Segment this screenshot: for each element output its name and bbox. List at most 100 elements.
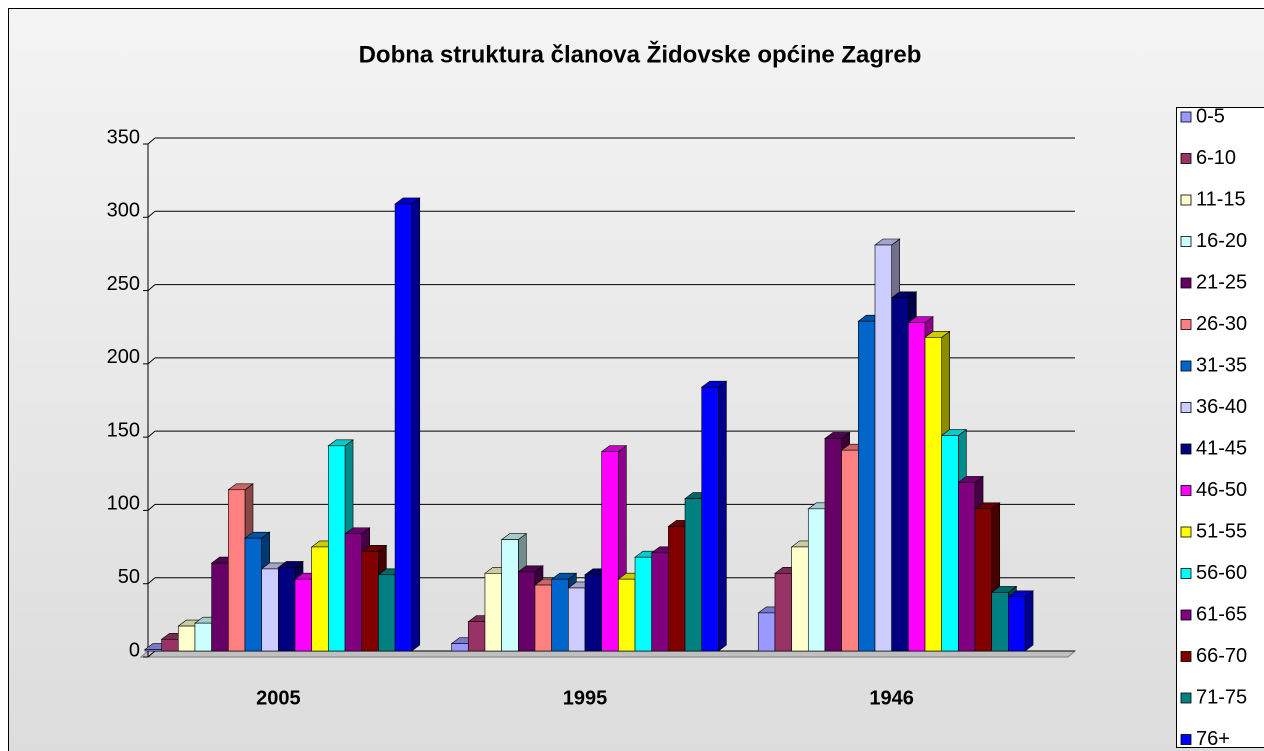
bar (874, 244, 892, 652)
grid-line (147, 577, 156, 585)
legend-label: 51-55 (1196, 520, 1247, 542)
legend-label: 26-30 (1196, 313, 1247, 335)
bar (211, 562, 229, 652)
bar (908, 322, 926, 652)
bar (517, 571, 536, 652)
legend-swatch (1180, 443, 1192, 455)
legend-swatch (1180, 609, 1192, 621)
legend-swatch (1180, 526, 1192, 538)
legend-swatch (1180, 319, 1192, 330)
y-tick-label: 100 (107, 493, 140, 515)
grid-line (147, 357, 156, 365)
bar (791, 546, 809, 652)
legend-label: 41-45 (1196, 437, 1247, 459)
bar (161, 638, 179, 652)
bar (294, 578, 312, 652)
legend-label: 31-35 (1196, 354, 1247, 376)
bar (551, 578, 569, 652)
legend-swatch (1180, 277, 1192, 289)
bar (891, 297, 909, 652)
bar (228, 489, 246, 652)
bar (701, 386, 719, 652)
bar-side (718, 380, 727, 652)
legend-label: 21-25 (1196, 271, 1247, 293)
legend-swatch (1180, 692, 1192, 704)
bar (378, 574, 396, 652)
bar (991, 592, 1009, 652)
legend-label: 16-20 (1196, 230, 1247, 252)
grid-line (147, 284, 156, 291)
legend-label: 71-75 (1196, 686, 1247, 708)
legend-label: 0-5 (1196, 105, 1225, 127)
bar (1008, 596, 1026, 652)
bar (757, 612, 776, 652)
bar (824, 438, 842, 652)
x-tick-label: 1995 (563, 687, 608, 709)
legend-swatch (1180, 194, 1192, 206)
y-tick-label: 150 (107, 419, 140, 441)
bar (858, 320, 876, 652)
grid-line (147, 430, 156, 438)
bar (484, 573, 502, 652)
legend-swatch (1180, 485, 1192, 496)
legend-label: 61-65 (1196, 603, 1247, 625)
legend-label: 11-15 (1196, 188, 1246, 210)
bar (361, 551, 379, 652)
bar (568, 587, 586, 652)
legend-swatch (1180, 360, 1192, 372)
x-tick-label: 2005 (256, 687, 301, 709)
bar (601, 451, 619, 652)
bar (501, 539, 519, 652)
legend-label: 56-60 (1196, 562, 1247, 584)
bar (451, 643, 469, 652)
bar (774, 573, 792, 652)
bar (244, 537, 262, 652)
bar (467, 621, 486, 652)
bar (618, 578, 636, 652)
bar (534, 584, 552, 652)
bar (651, 552, 669, 652)
bar (194, 622, 212, 652)
bar (958, 482, 976, 652)
legend-swatch (1180, 111, 1192, 123)
bar (924, 337, 942, 652)
bar (328, 445, 346, 652)
bar (684, 498, 703, 652)
floor (139, 650, 1077, 658)
legend-label: 66-70 (1196, 645, 1247, 667)
y-tick-label: 250 (107, 273, 140, 295)
legend-swatch (1180, 651, 1192, 662)
bar (278, 567, 296, 652)
bar (584, 574, 602, 652)
y-tick-label: 50 (118, 566, 140, 588)
grid-line (147, 210, 156, 218)
bar (261, 568, 279, 652)
legend-swatch (1180, 568, 1192, 579)
bar (634, 556, 653, 652)
bar (668, 526, 686, 652)
legend-label: 46-50 (1196, 479, 1247, 501)
bar (841, 449, 859, 652)
grid-line (147, 137, 156, 145)
legend-swatch (1180, 236, 1192, 247)
x-tick-label: 1946 (869, 687, 914, 709)
bar (144, 649, 162, 652)
bar (344, 533, 363, 652)
grid-line (147, 504, 156, 511)
legend-box (1176, 107, 1264, 748)
bar (941, 435, 959, 652)
legend-swatch (1180, 734, 1192, 745)
legend-label: 36-40 (1196, 396, 1247, 418)
bar (311, 546, 329, 652)
legend-swatch (1180, 402, 1192, 413)
y-tick-label: 200 (107, 346, 140, 368)
bar-side (411, 197, 421, 652)
legend-label: 6-10 (1196, 147, 1236, 169)
bar (177, 625, 196, 652)
y-tick-label: 300 (107, 200, 140, 222)
chart-title: Dobna struktura članova Židovske općine … (359, 40, 922, 68)
grid-line (147, 650, 156, 658)
y-tick-label: 350 (107, 126, 140, 148)
bar-side (1024, 590, 1034, 652)
